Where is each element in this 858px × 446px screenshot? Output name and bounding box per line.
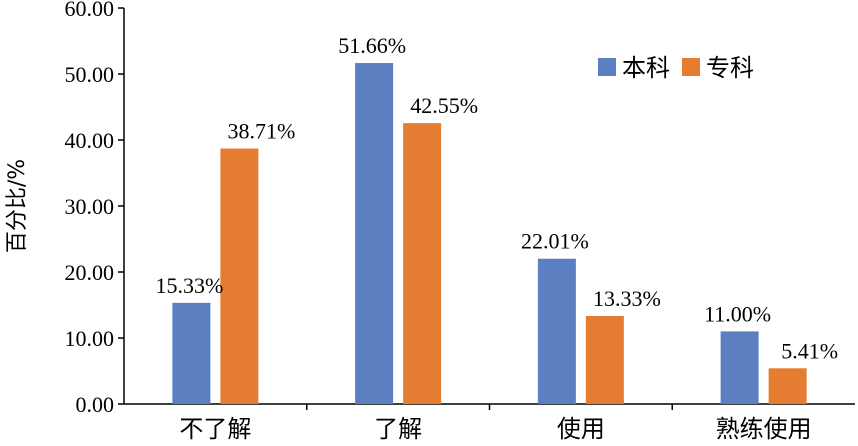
bar-college	[768, 368, 807, 404]
legend: 本科 专科	[598, 54, 754, 82]
y-tick-label: 50.00	[65, 62, 115, 87]
bar-undergrad	[537, 258, 576, 404]
y-tick-label: 20.00	[65, 260, 115, 285]
data-label: 51.66%	[338, 33, 406, 58]
category-labels: 不了解 了解 使用 熟练使用	[179, 404, 812, 443]
bars	[172, 63, 807, 405]
bar-college	[220, 148, 259, 404]
legend-swatch	[682, 58, 700, 76]
bar-college	[403, 123, 442, 405]
y-tick-label: 60.00	[65, 0, 115, 21]
data-label: 42.55%	[410, 93, 478, 118]
bar-undergrad	[172, 302, 211, 404]
legend-label: 本科	[622, 54, 670, 82]
category-label: 了解	[374, 415, 422, 443]
data-label: 5.41%	[781, 338, 838, 363]
y-axis-label: 百分比/%	[5, 159, 30, 253]
legend-label: 专科	[706, 54, 754, 82]
bar-undergrad	[720, 331, 759, 404]
category-label: 使用	[557, 415, 605, 443]
category-label: 不了解	[179, 415, 251, 443]
data-label: 38.71%	[227, 119, 295, 144]
data-label: 22.01%	[521, 229, 589, 254]
data-label: 15.33%	[155, 273, 223, 298]
legend-swatch	[598, 58, 616, 76]
data-label: 11.00%	[704, 301, 771, 326]
bar-college	[585, 316, 624, 404]
category-label: 熟练使用	[716, 415, 812, 443]
data-labels: 15.33% 38.71% 51.66% 42.55% 22.01% 13.33% 11.0…	[155, 33, 838, 363]
y-tick-labels: 0.00 10.00 20.00 30.00 40.00 50.00 60.00	[65, 0, 124, 417]
y-tick-label: 0.00	[76, 392, 115, 417]
bar-undergrad	[355, 63, 394, 404]
y-tick-label: 40.00	[65, 128, 115, 153]
y-tick-label: 30.00	[65, 194, 115, 219]
data-label: 13.33%	[593, 286, 661, 311]
y-tick-label: 10.00	[65, 326, 115, 351]
